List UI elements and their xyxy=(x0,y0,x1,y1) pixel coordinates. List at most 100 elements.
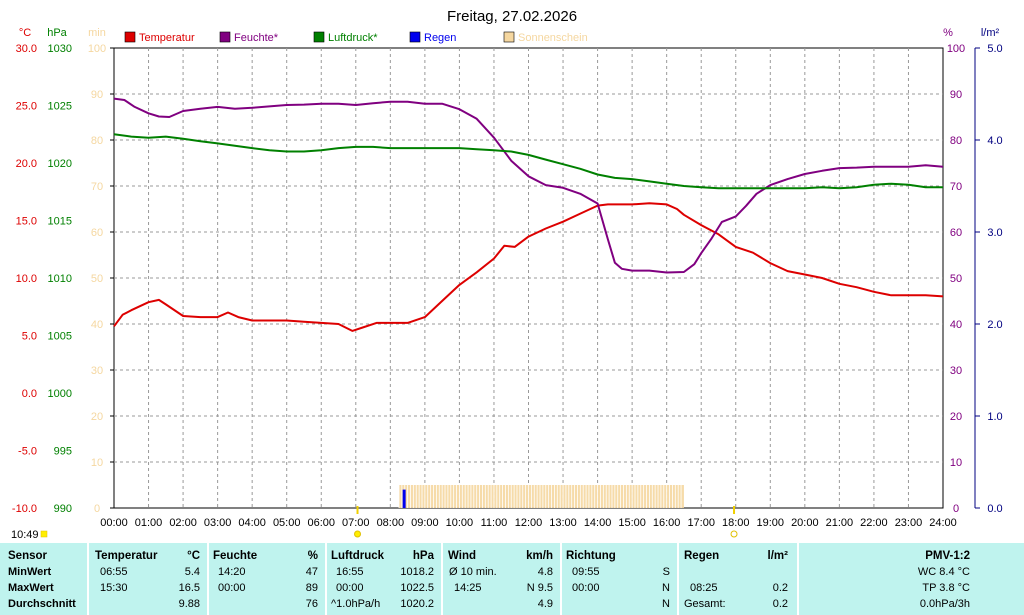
pressure-tick-label: 1010 xyxy=(48,273,72,285)
time-tick-label: 00:00 xyxy=(100,517,128,529)
chart-grid xyxy=(113,47,944,509)
time-tick-label: 16:00 xyxy=(653,517,681,529)
header-wind: Wind xyxy=(448,550,476,562)
chart-axes: 30.025.020.015.010.05.00.0-5.0-10.010301… xyxy=(12,27,1003,529)
hum-max-value: 89 xyxy=(305,582,318,594)
press-min-time: 16:55 xyxy=(336,566,364,578)
header-sensor: Sensor xyxy=(8,550,47,562)
temperature-line xyxy=(113,202,944,332)
rain-tick-label: 0.0 xyxy=(987,503,1002,515)
rain-tick-label: 4.0 xyxy=(987,135,1002,147)
humidity-unit: % xyxy=(943,27,953,39)
dir-max-time: 00:00 xyxy=(572,582,600,594)
rain-total-label: Gesamt: xyxy=(684,598,726,610)
rain-bar xyxy=(402,489,406,508)
header-humidity: Feuchte xyxy=(213,550,258,562)
humidity-tick-label: 0 xyxy=(953,503,959,515)
time-tick-label: 17:00 xyxy=(687,517,715,529)
dir-min-time: 09:55 xyxy=(572,566,600,578)
legend-swatch xyxy=(503,31,515,43)
sunset-marker xyxy=(730,530,738,538)
time-tick-label: 03:00 xyxy=(204,517,232,529)
time-tick-label: 09:00 xyxy=(411,517,439,529)
time-tick-label: 04:00 xyxy=(238,517,266,529)
hum-min-value: 47 xyxy=(305,566,318,578)
sunshine-tick-label: 90 xyxy=(91,89,103,101)
legend-label: Feuchte* xyxy=(234,32,279,44)
legend-label: Sonnenschein xyxy=(518,32,588,44)
time-tick-label: 11:00 xyxy=(481,517,508,529)
rain-tick-label: 5.0 xyxy=(987,43,1002,55)
humidity-tick-label: 100 xyxy=(947,43,965,55)
press-trend: ^1.0hPa/h xyxy=(331,598,381,610)
pressure-tick-label: 1030 xyxy=(48,43,72,55)
current-time-label: 10:49 xyxy=(11,529,39,541)
rain-max-value: 0.2 xyxy=(772,582,788,594)
legend-swatch xyxy=(313,31,325,43)
legend-label: Temperatur xyxy=(139,32,195,44)
rain-tick-label: 3.0 xyxy=(987,227,1002,239)
sunshine-tick-label: 80 xyxy=(91,135,103,147)
humidity-tick-label: 50 xyxy=(950,273,962,285)
time-tick-label: 19:00 xyxy=(757,517,785,529)
time-tick-label: 05:00 xyxy=(273,517,301,529)
humidity-tick-label: 20 xyxy=(950,411,962,423)
header-rain: Regen xyxy=(684,550,720,562)
temperature-tick-label: 25.0 xyxy=(16,101,37,113)
wind-max-time: 14:25 xyxy=(454,582,482,594)
humidity-tick-label: 30 xyxy=(950,365,962,377)
rain-tick-label: 2.0 xyxy=(987,319,1002,331)
time-tick-label: 20:00 xyxy=(791,517,819,529)
humidity-tick-label: 80 xyxy=(950,135,962,147)
header-rain-unit: l/m² xyxy=(767,550,788,562)
sunshine-unit: min xyxy=(88,27,106,39)
pressure-tick-label: 1020 xyxy=(48,158,72,170)
legend-swatch xyxy=(124,31,136,43)
header-pmv: PMV-1:2 xyxy=(925,550,970,562)
sunshine-tick-label: 100 xyxy=(88,43,106,55)
humidity-tick-label: 60 xyxy=(950,227,962,239)
header-wind-unit: km/h xyxy=(526,550,553,562)
temp-min-value: 5.4 xyxy=(184,566,200,578)
sunshine-tick-label: 40 xyxy=(91,319,103,331)
summary-table: Sensor Temperatur °C Feuchte % Luftdruck… xyxy=(0,543,1024,615)
chart-title: Freitag, 27.02.2026 xyxy=(447,8,577,25)
pressure-line xyxy=(113,133,943,190)
time-tick-label: 10:00 xyxy=(446,517,474,529)
header-direction: Richtung xyxy=(566,550,616,562)
time-tick-label: 24:00 xyxy=(929,517,957,529)
humidity-tick-label: 40 xyxy=(950,319,962,331)
header-temperature: Temperatur xyxy=(95,550,158,562)
temp-min-time: 06:55 xyxy=(100,566,128,578)
header-hum-unit: % xyxy=(307,550,318,562)
temperature-tick-label: 15.0 xyxy=(16,216,37,228)
time-tick-label: 21:00 xyxy=(826,517,854,529)
wind-avg2-value: 4.9 xyxy=(537,598,553,610)
header-temp-unit: °C xyxy=(187,550,200,562)
rain-unit: l/m² xyxy=(981,27,1000,39)
header-press-unit: hPa xyxy=(412,550,434,562)
temperature-tick-label: 5.0 xyxy=(22,331,37,343)
pmv-trend: 0.0hPa/3h xyxy=(919,598,970,610)
hum-min-time: 14:20 xyxy=(218,566,246,578)
chart-legend: Temperatur Feuchte* Luftdruck* Regen Sonnens… xyxy=(124,31,588,44)
temperature-tick-label: -10.0 xyxy=(12,503,37,515)
pressure-tick-label: 990 xyxy=(54,503,72,515)
press-avg-value: 1020.2 xyxy=(400,598,434,610)
temperature-tick-label: 30.0 xyxy=(16,43,37,55)
pressure-tick-label: 1000 xyxy=(48,388,72,400)
pressure-tick-label: 1005 xyxy=(48,331,72,343)
time-tick-label: 22:00 xyxy=(860,517,888,529)
row-label: Durchschnitt xyxy=(8,598,76,610)
pressure-tick-label: 1015 xyxy=(48,216,72,228)
wind-max-value: N 9.5 xyxy=(526,582,553,594)
time-tick-label: 14:00 xyxy=(584,517,612,529)
sunshine-tick-label: 20 xyxy=(91,411,103,423)
sunshine-tick-label: 70 xyxy=(91,181,103,193)
hum-avg-value: 76 xyxy=(305,598,318,610)
time-tick-label: 23:00 xyxy=(895,517,923,529)
time-tick-label: 12:00 xyxy=(515,517,543,529)
header-pressure: Luftdruck xyxy=(331,550,385,562)
humidity-tick-label: 70 xyxy=(950,181,962,193)
time-tick-label: 06:00 xyxy=(307,517,335,529)
